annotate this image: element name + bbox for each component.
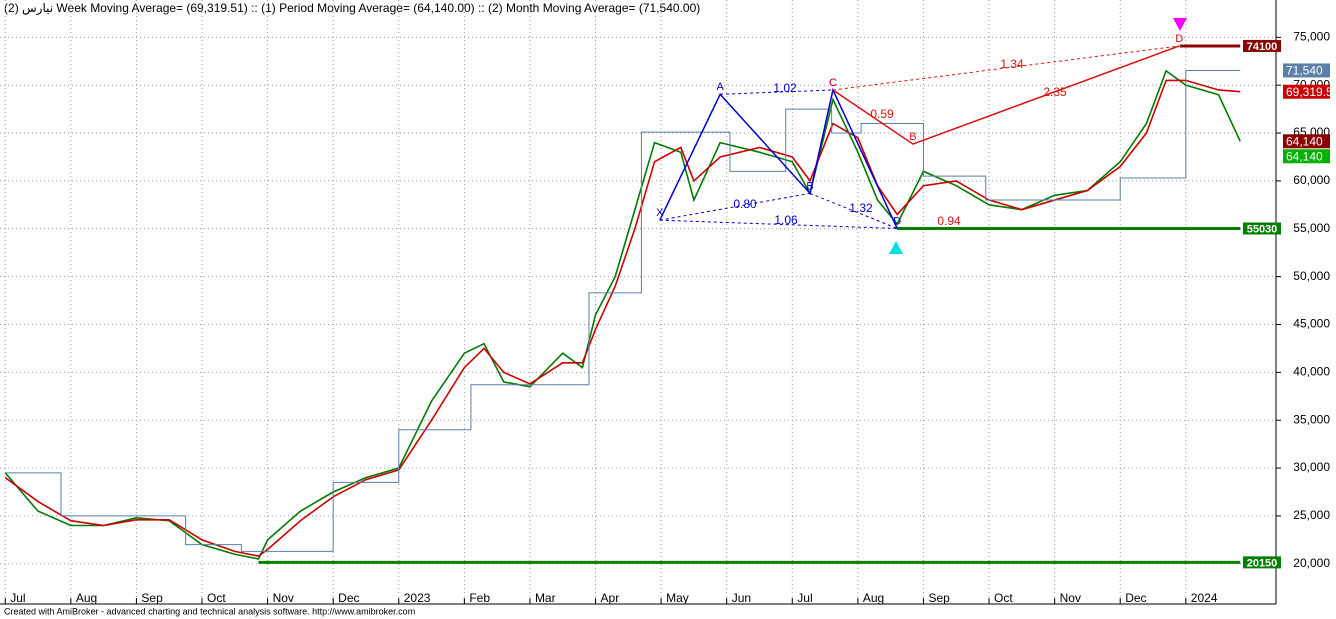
y-tick-label: 45,000 [1293,317,1330,331]
pattern-point-label: B [909,131,916,143]
y-tick-label: 55,000 [1293,221,1330,235]
x-tick-label: Nov [273,591,294,605]
x-tick-label: Aug [76,591,97,605]
price-tag [1283,149,1330,164]
x-tick-label: Dec [338,591,359,605]
pattern-ratio-line [809,192,898,229]
y-tick-label: 40,000 [1293,365,1330,379]
level-label: 20150 [1247,557,1278,569]
x-tick-label: Sep [928,591,950,605]
y-tick-label: 35,000 [1293,412,1330,426]
x-tick-label: 2024 [1191,591,1218,605]
x-tick-label: Sep [141,591,163,605]
series-line [4,69,1241,560]
pattern-ratio-line [720,89,833,95]
pattern-point-label: B [806,180,813,192]
x-tick-label: Oct [207,591,226,605]
x-tick-label: Mar [535,591,556,605]
x-tick-label: Nov [1060,591,1081,605]
pattern-ratio-label: 0.80 [733,197,757,211]
pattern-point-label: C [829,77,837,89]
pattern-point-label: D [1175,33,1183,45]
x-tick-label: Jul [10,591,25,605]
y-tick-label: 50,000 [1293,269,1330,283]
x-tick-label: Apr [601,591,620,605]
sell-signal [1173,18,1187,31]
price-tag-label: 71,540 [1286,64,1323,78]
price-tag-label: 69,319.5 [1286,85,1333,99]
pattern-point-label: C [829,77,837,89]
pattern-ratio-line [832,45,1180,91]
y-tick-label: 20,000 [1293,556,1330,570]
price-tag-label: 64,140 [1286,149,1323,163]
level-label: 55030 [1247,223,1278,235]
pattern-ratio-label: 1.06 [774,213,798,227]
x-tick-label: Feb [469,591,490,605]
x-tick-label: May [666,591,689,605]
price-tag [1283,134,1330,149]
pattern-ratio-label: 1.34 [1000,57,1024,71]
buy-signal [889,241,903,254]
x-tick-label: Dec [1125,591,1146,605]
pattern-ratio-line [912,45,1180,145]
x-tick-label: Oct [994,591,1013,605]
price-tag [1283,84,1330,99]
chart-title: نیارس (2) Week Moving Average= (69,319.5… [4,1,700,16]
pattern-point-label: A [716,81,724,93]
pattern-ratio-label: 1.02 [773,81,797,95]
level-tag [1243,39,1281,52]
pattern-ratio-label: 1.32 [849,201,873,215]
pattern-ratio-label: 0.94 [937,214,961,228]
y-tick-label: 60,000 [1293,173,1330,187]
pattern-ratio-line [659,192,811,221]
y-tick-label: 25,000 [1293,508,1330,522]
series-line [4,79,1241,557]
x-tick-label: 2023 [404,591,431,605]
x-tick-label: Jul [797,591,812,605]
footer: Created with AmiBroker - advanced charti… [4,606,415,616]
pattern-ratio-label: 2.35 [1043,85,1067,99]
price-tag [1283,63,1330,78]
pattern-point-label: X [656,207,664,219]
y-tick-label: 30,000 [1293,460,1330,474]
level-tag [1243,556,1281,569]
y-tick-label: 75,000 [1293,30,1330,44]
x-tick-label: Aug [863,591,884,605]
level-label: 74100 [1247,41,1278,53]
level-tag [1243,222,1281,235]
pattern-ratio-label: 0.59 [870,107,894,121]
pattern-point-label: D [893,215,901,227]
series-line [5,69,1241,552]
x-tick-label: Jun [732,591,751,605]
price-tag-label: 64,140 [1286,134,1323,148]
